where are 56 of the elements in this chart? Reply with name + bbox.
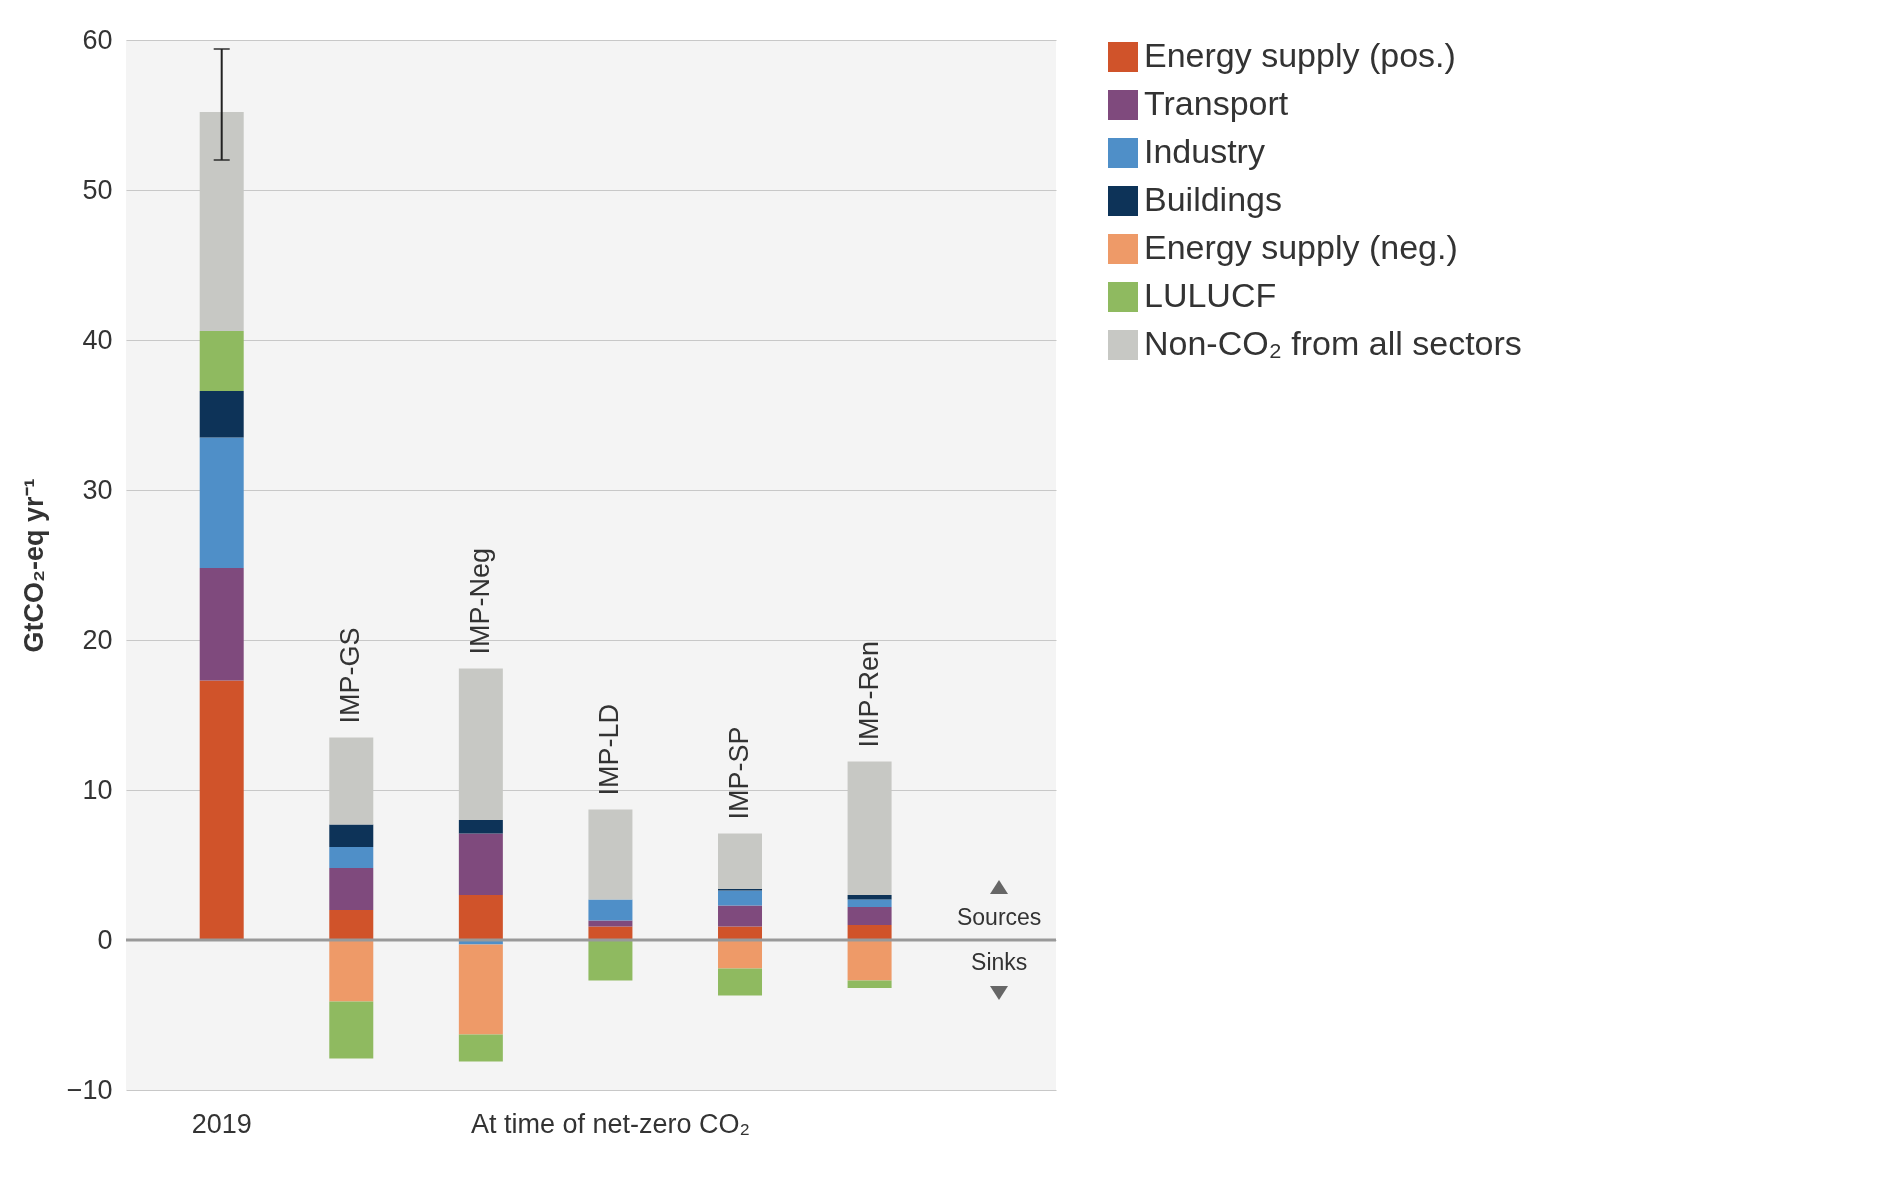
bar — [458, 944, 503, 1035]
bar — [458, 833, 503, 895]
y-tick-label: 40 — [82, 324, 113, 355]
text: At time of net-zero CO₂ — [470, 1109, 750, 1139]
bar — [718, 968, 763, 996]
bar — [329, 910, 374, 940]
bar — [588, 940, 633, 981]
y-tick-label: 10 — [82, 774, 113, 805]
legend-label: Transport — [1144, 84, 1289, 122]
y-tick-label: −10 — [66, 1074, 113, 1105]
bar — [588, 920, 633, 927]
bar — [458, 895, 503, 940]
bar — [199, 680, 244, 940]
y-tick-label: 0 — [97, 924, 113, 955]
bar — [847, 980, 892, 988]
bar — [847, 925, 892, 940]
x-tick-label: IMP-Ren — [853, 640, 884, 748]
bar — [718, 890, 763, 906]
bar — [329, 868, 374, 910]
bar — [458, 820, 503, 834]
bar — [199, 391, 244, 438]
bar — [199, 331, 244, 391]
bar — [199, 568, 244, 681]
y-tick-label: 50 — [82, 174, 113, 205]
x-tick-label: IMP-LD — [594, 703, 625, 796]
bar — [458, 1034, 503, 1062]
legend-label: Industry — [1144, 132, 1265, 170]
bar — [847, 899, 892, 907]
y-tick-label: 30 — [82, 474, 113, 505]
bar — [329, 1001, 374, 1059]
bar — [588, 809, 633, 900]
text: Sources — [956, 904, 1042, 930]
bar — [718, 833, 763, 889]
x-tick-label: IMP-GS — [335, 627, 366, 724]
x-tick-label: IMP-SP — [724, 726, 755, 820]
x-tick-label: 2019 — [191, 1109, 252, 1139]
bar — [847, 895, 892, 900]
bar — [847, 907, 892, 925]
y-axis-title: GtCO₂-eq yr⁻¹ — [18, 478, 49, 653]
legend-label: LULUCF — [1144, 276, 1277, 314]
y-tick-label: 20 — [82, 624, 113, 655]
bar — [718, 940, 763, 969]
legend-label: Non-CO₂ from all sectors — [1144, 324, 1522, 362]
bar — [588, 899, 633, 921]
bar — [329, 940, 374, 1002]
text: Sinks — [971, 949, 1028, 975]
bar — [718, 905, 763, 927]
bar — [847, 940, 892, 981]
bar — [329, 847, 374, 868]
y-tick-label: 60 — [82, 24, 113, 55]
legend-label: Energy supply (neg.) — [1144, 228, 1458, 266]
x-tick-label: IMP-Neg — [464, 547, 495, 655]
legend-label: Buildings — [1144, 180, 1282, 218]
bar — [199, 437, 244, 568]
bar — [329, 824, 374, 847]
legend-label: Energy supply (pos.) — [1144, 36, 1456, 74]
